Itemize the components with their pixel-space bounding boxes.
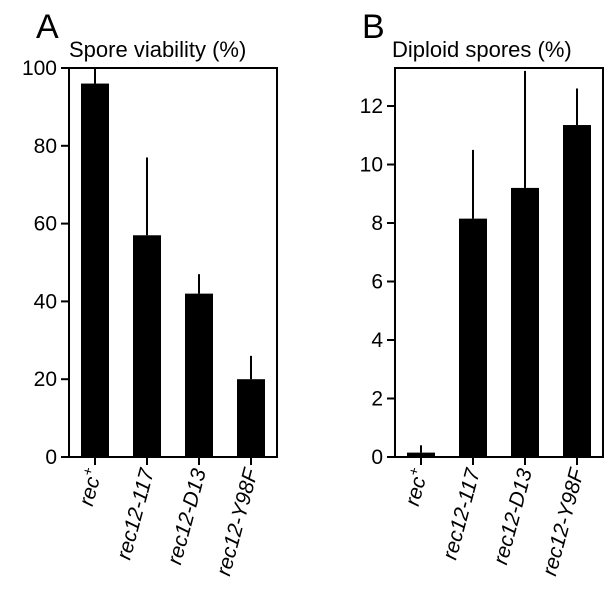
panel-b-bar xyxy=(459,218,487,457)
panel-a-y-tick-label: 20 xyxy=(34,368,57,391)
panel-a-category-label: rec12-117 xyxy=(113,465,160,562)
panel-a-y-tick-label: 80 xyxy=(34,135,57,158)
panel-b-category-label: rec12-D13 xyxy=(489,466,537,567)
panel-b-category-label: rec+ xyxy=(397,465,433,508)
panel-a-bar xyxy=(237,379,265,457)
panel-a-y-tick-label: 40 xyxy=(34,290,57,313)
panel-b-category-label: rec12-Y98F xyxy=(538,465,589,578)
panel-a-y-tick-label: 0 xyxy=(45,446,57,469)
panel-b-y-tick-label: 12 xyxy=(360,95,383,118)
panel-b-title: Diploid spores (%) xyxy=(392,37,572,62)
panel-b-chart: B Diploid spores (%) 0 2 4 6 8 10 12 rec+ rec12-11… xyxy=(360,8,604,578)
panel-b-category-label: rec12-117 xyxy=(439,465,486,562)
panel-b-y-tick-label: 0 xyxy=(371,446,383,469)
panel-a-letter: A xyxy=(36,8,59,46)
panel-b-y-tick-label: 2 xyxy=(371,388,383,411)
panel-a-category-label: rec12-Y98F xyxy=(212,465,263,578)
panel-b-y-tick-label: 6 xyxy=(371,271,383,294)
panel-a-bar xyxy=(185,293,213,457)
panel-b-bar xyxy=(407,452,435,457)
panel-b-y-tick-label: 4 xyxy=(371,329,383,352)
panel-a-plot-frame xyxy=(68,67,278,458)
panel-b-y-tick-label: 10 xyxy=(360,154,383,177)
panel-a-category-label: rec+ xyxy=(71,465,107,508)
panel-a-y-tick-label: 60 xyxy=(34,213,57,236)
panel-b-y-tick-label: 8 xyxy=(371,212,383,235)
panel-b-bar xyxy=(511,187,539,457)
panel-b-bar xyxy=(563,125,591,457)
panel-a-bar xyxy=(133,235,161,457)
panel-a-title: Spore viability (%) xyxy=(69,37,246,62)
panel-b-letter: B xyxy=(362,8,385,46)
panel-b-plot-frame xyxy=(394,67,604,458)
panel-a-bar xyxy=(81,83,109,457)
panel-a-y-tick-label: 100 xyxy=(22,57,57,80)
panel-a-category-label: rec12-D13 xyxy=(163,466,211,567)
